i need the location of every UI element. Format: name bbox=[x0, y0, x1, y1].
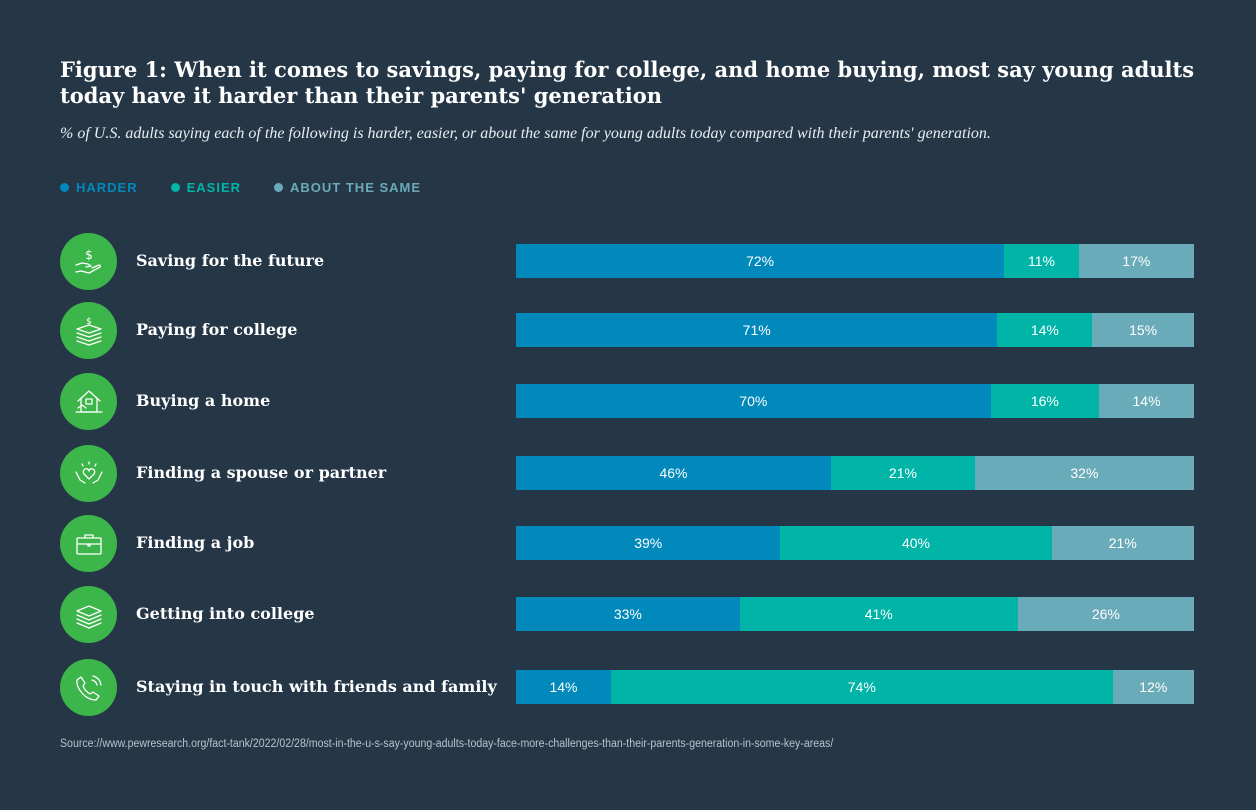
phone-icon bbox=[60, 659, 117, 716]
bar-row: 72% 11% 17% bbox=[516, 244, 1194, 278]
data-label: 39% bbox=[634, 535, 663, 551]
bar-segment-easier: 41% bbox=[739, 597, 1018, 631]
bar-segment-harder: 14% bbox=[516, 670, 611, 704]
bar-segment-about-the-same: 12% bbox=[1112, 670, 1194, 704]
bar-segment-about-the-same: 17% bbox=[1078, 244, 1194, 278]
data-label: 12% bbox=[1139, 679, 1168, 695]
bar-row: 14% 74% 12% bbox=[516, 670, 1194, 704]
data-label: 16% bbox=[1030, 393, 1059, 409]
svg-text:$: $ bbox=[85, 248, 93, 262]
data-label: 74% bbox=[847, 679, 876, 695]
bar-segment-easier: 16% bbox=[990, 384, 1100, 418]
legend-item-easier: EASIER bbox=[170, 180, 242, 195]
bar-segment-harder: 72% bbox=[516, 244, 1005, 278]
data-label: 72% bbox=[746, 253, 775, 269]
bar-segment-harder: 46% bbox=[516, 456, 832, 490]
data-label: 14% bbox=[1030, 322, 1059, 338]
money-stack-icon: $ bbox=[60, 302, 117, 359]
data-label: 70% bbox=[739, 393, 768, 409]
category-label: Buying a home bbox=[136, 391, 271, 410]
bar-segment-easier: 11% bbox=[1004, 244, 1079, 278]
category-label: Getting into college bbox=[136, 604, 315, 623]
books-icon bbox=[60, 586, 117, 643]
legend-item-harder: HARDER bbox=[60, 180, 138, 195]
house-icon bbox=[60, 373, 117, 430]
legend-dot-harder bbox=[60, 183, 69, 192]
category-label: Saving for the future bbox=[136, 251, 325, 270]
bar-segment-about-the-same: 32% bbox=[974, 456, 1194, 490]
data-label: 46% bbox=[659, 465, 688, 481]
bar-segment-about-the-same: 26% bbox=[1017, 597, 1194, 631]
legend: HARDER EASIER ABOUT THE SAME bbox=[60, 180, 421, 195]
data-label: 11% bbox=[1027, 253, 1055, 269]
legend-label-about-same: ABOUT THE SAME bbox=[290, 180, 422, 195]
data-label: 14% bbox=[549, 679, 578, 695]
bar-segment-harder: 70% bbox=[516, 384, 991, 418]
chart-subtitle: % of U.S. adults saying each of the foll… bbox=[60, 125, 991, 142]
data-label: 17% bbox=[1122, 253, 1151, 269]
legend-dot-about-same bbox=[274, 183, 284, 192]
bar-segment-about-the-same: 15% bbox=[1092, 313, 1194, 347]
chart-title: Figure 1: When it comes to savings, payi… bbox=[60, 57, 1195, 108]
source-note: Source://www.pewresearch.org/fact-tank/2… bbox=[60, 738, 834, 750]
data-label: 33% bbox=[613, 606, 642, 622]
svg-text:$: $ bbox=[86, 317, 92, 327]
data-label: 15% bbox=[1129, 322, 1158, 338]
data-label: 41% bbox=[864, 606, 893, 622]
legend-item-about-same: ABOUT THE SAME bbox=[274, 180, 421, 195]
bar-row: 70% 16% 14% bbox=[516, 384, 1194, 418]
data-label: 21% bbox=[1108, 535, 1137, 551]
bar-row: 46% 21% 32% bbox=[516, 456, 1194, 490]
data-label: 40% bbox=[901, 535, 931, 551]
data-label: 71% bbox=[742, 322, 771, 338]
data-label: 26% bbox=[1091, 606, 1120, 622]
bar-segment-easier: 14% bbox=[997, 313, 1093, 347]
bar-row: 71% 14% 15% bbox=[516, 313, 1194, 347]
bar-segment-about-the-same: 14% bbox=[1099, 384, 1194, 418]
data-label: 32% bbox=[1070, 465, 1099, 481]
heart-hands-icon bbox=[60, 445, 117, 502]
bar-segment-easier: 40% bbox=[780, 526, 1052, 560]
data-label: 14% bbox=[1132, 393, 1161, 409]
bar-segment-harder: 33% bbox=[516, 597, 740, 631]
legend-dot-easier bbox=[170, 183, 180, 192]
bar-segment-about-the-same: 21% bbox=[1051, 526, 1194, 560]
bar-row: 39% 40% 21% bbox=[516, 526, 1194, 560]
bar-segment-harder: 39% bbox=[516, 526, 781, 560]
briefcase-icon bbox=[60, 515, 117, 572]
category-label: Finding a spouse or partner bbox=[136, 463, 387, 482]
bar-row: 33% 41% 26% bbox=[516, 597, 1194, 631]
category-label: Paying for college bbox=[136, 320, 298, 339]
bar-segment-easier: 21% bbox=[831, 456, 975, 490]
data-label: 21% bbox=[888, 465, 917, 481]
legend-label-easier: EASIER bbox=[186, 180, 242, 195]
money-hand-icon: $ bbox=[60, 233, 117, 290]
bar-segment-easier: 74% bbox=[610, 670, 1113, 704]
legend-label-harder: HARDER bbox=[76, 180, 138, 195]
category-label: Finding a job bbox=[136, 533, 255, 552]
category-label: Staying in touch with friends and family bbox=[136, 677, 497, 696]
bar-segment-harder: 71% bbox=[516, 313, 998, 347]
